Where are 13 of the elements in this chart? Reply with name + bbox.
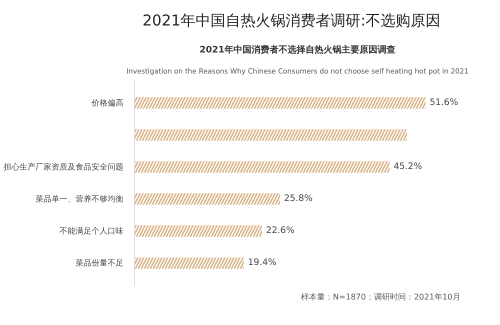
chart-title: 2021年中国自热火锅消费者调研:不选购原因 [142, 12, 441, 30]
data-label: 45.2% [393, 162, 423, 172]
y-tick-label: 菜品单一、营养不够均衡 [36, 194, 124, 204]
data-label: 25.8% [284, 194, 314, 204]
text: 样本量：N=1870；调研时间：2021年10月 [300, 292, 461, 302]
y-tick-label: 不能满足个人口味 [60, 226, 124, 236]
data-label: 22.6% [266, 226, 296, 236]
data-label: 19.4% [248, 258, 277, 268]
chart-subtitle: 2021年中国消费者不选择自热火锅主要原因调查 [199, 44, 396, 56]
y-tick-label: 价格偏高 [90, 98, 124, 108]
y-tick-label: 担心生产厂家资质及食品安全问题 [4, 162, 124, 172]
y-tick-label: 菜品份量不足 [76, 258, 124, 268]
data-label: 51.6% [430, 98, 459, 108]
